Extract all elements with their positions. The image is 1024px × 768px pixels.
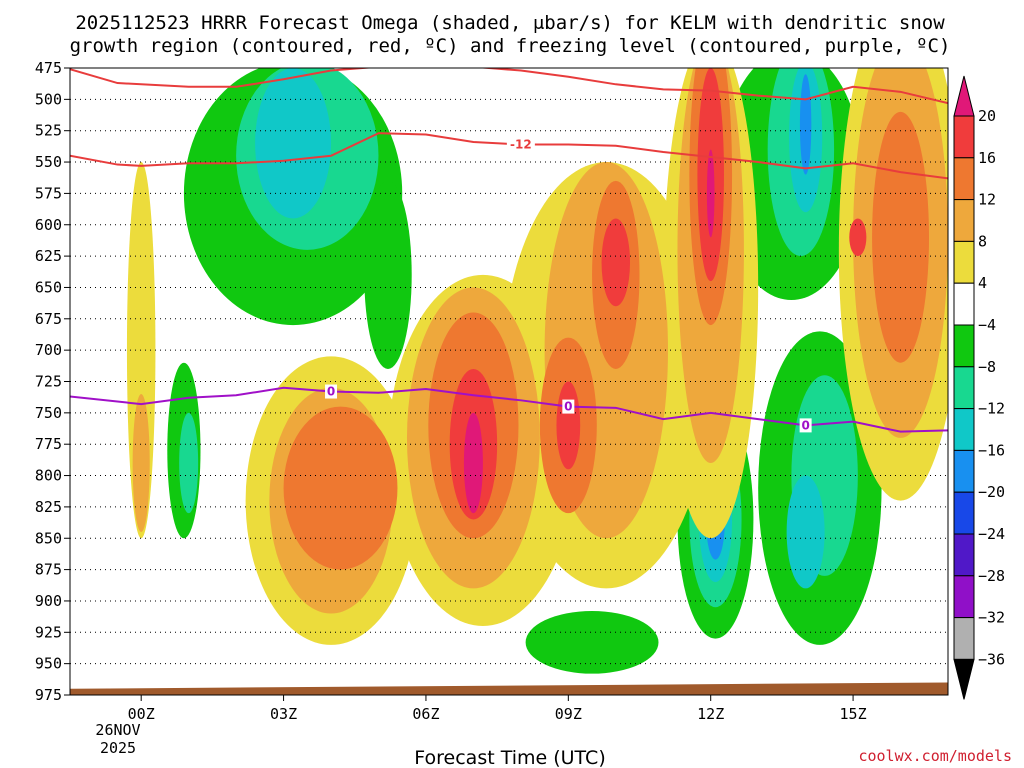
y-tick-label-775: 775 bbox=[35, 435, 62, 453]
y-tick-label-600: 600 bbox=[35, 216, 62, 234]
y-tick-label-550: 550 bbox=[35, 153, 62, 171]
colorbar: 20 16 12 8 4 −4 −8 −12 −16 −20 −24 −28 −32 −36 bbox=[953, 75, 1005, 700]
y-tick-label-475: 475 bbox=[35, 59, 62, 77]
chart-title-line-1: 2025112523 HRRR Forecast Omega (shaded, … bbox=[75, 12, 945, 34]
omega-region-39 bbox=[601, 218, 631, 307]
x-tick-label-00Z: 00Z bbox=[128, 705, 155, 723]
x-tick-label-15Z: 15Z bbox=[840, 705, 867, 723]
omega-region-25 bbox=[132, 394, 150, 532]
y-axis: 475 500 525 550 575 600 625 650 675 700 725 750 775 8… bbox=[35, 59, 70, 704]
colorbar-box-2 bbox=[953, 199, 975, 242]
date-label-year: 2025 bbox=[100, 739, 136, 757]
colorbar-box-0 bbox=[953, 115, 975, 159]
y-tick-label-925: 925 bbox=[35, 623, 62, 641]
omega-region-6 bbox=[525, 610, 659, 674]
colorbar-box-5 bbox=[953, 324, 975, 368]
colorbar-arrow-top bbox=[953, 75, 975, 117]
colorbar-box-7 bbox=[953, 408, 975, 451]
y-tick-label-850: 850 bbox=[35, 529, 62, 547]
colorbar-box-9 bbox=[953, 491, 975, 535]
x-axis-label: Forecast Time (UTC) bbox=[414, 747, 605, 768]
colorbar-box-12 bbox=[953, 617, 975, 660]
colorbar-box-8 bbox=[953, 449, 975, 493]
contour-line-1 bbox=[70, 132, 948, 180]
omega-region-11 bbox=[179, 412, 199, 514]
colorbar-label-1: 16 bbox=[978, 149, 996, 167]
omega-region-12 bbox=[255, 68, 332, 219]
credit-text: coolwx.com/models bbox=[858, 747, 1012, 765]
y-tick-label-525: 525 bbox=[35, 122, 62, 140]
contour-label-2: 0 bbox=[564, 400, 572, 414]
ground-strip bbox=[70, 682, 948, 695]
y-tick-label-825: 825 bbox=[35, 498, 62, 516]
x-tick-label-06Z: 06Z bbox=[412, 705, 439, 723]
contour-label-1: 0 bbox=[327, 385, 335, 399]
y-tick-label-975: 975 bbox=[35, 686, 62, 704]
contour-label-bg-0 bbox=[506, 137, 535, 152]
colorbar-label-10: −24 bbox=[978, 525, 1005, 543]
colorbar-label-8: −16 bbox=[978, 441, 1005, 459]
y-tick-label-675: 675 bbox=[35, 310, 62, 328]
y-tick-label-650: 650 bbox=[35, 278, 62, 296]
y-tick-label-725: 725 bbox=[35, 373, 62, 391]
colorbar-label-12: −32 bbox=[978, 609, 1005, 627]
y-tick-label-875: 875 bbox=[35, 561, 62, 579]
omega-region-31 bbox=[283, 406, 398, 570]
contour-label-bg-3 bbox=[799, 418, 812, 433]
contour-labels: -12 0 0 0 bbox=[325, 137, 812, 433]
chart-title-line-2: growth region (contoured, red, ºC) and f… bbox=[70, 35, 951, 57]
y-tick-label-575: 575 bbox=[35, 184, 62, 202]
colorbar-box-10 bbox=[953, 533, 975, 577]
colorbar-label-6: −8 bbox=[978, 358, 996, 376]
y-tick-label-750: 750 bbox=[35, 404, 62, 422]
colorbar-label-0: 20 bbox=[978, 107, 996, 125]
x-tick-label-12Z: 12Z bbox=[697, 705, 724, 723]
colorbar-box-3 bbox=[953, 240, 975, 284]
y-tick-label-950: 950 bbox=[35, 655, 62, 673]
colorbar-label-5: −4 bbox=[978, 316, 996, 334]
colorbar-label-2: 12 bbox=[978, 191, 996, 209]
colorbar-label-7: −12 bbox=[978, 400, 1005, 418]
x-tick-label-09Z: 09Z bbox=[555, 705, 582, 723]
colorbar-box-1 bbox=[953, 157, 975, 201]
x-axis: 00Z 03Z 06Z 09Z 12Z 15Z bbox=[128, 695, 867, 723]
contour-label-bg-2 bbox=[562, 399, 575, 414]
colorbar-box-4 bbox=[953, 282, 975, 326]
y-tick-label-700: 700 bbox=[35, 341, 62, 359]
y-tick-label-625: 625 bbox=[35, 247, 62, 265]
colorbar-label-13: −36 bbox=[978, 650, 1005, 668]
contour-label-0: -12 bbox=[510, 137, 532, 151]
colorbar-label-9: −20 bbox=[978, 483, 1005, 501]
omega-region-41 bbox=[849, 218, 867, 257]
omega-region-2 bbox=[364, 180, 412, 369]
x-tick-label-03Z: 03Z bbox=[270, 705, 297, 723]
y-tick-label-800: 800 bbox=[35, 467, 62, 485]
omega-region-36 bbox=[872, 111, 930, 363]
colorbar-label-11: −28 bbox=[978, 567, 1005, 585]
colorbar-label-4: 4 bbox=[978, 274, 987, 292]
omega-region-17 bbox=[799, 74, 812, 175]
contour-label-3: 0 bbox=[801, 418, 809, 432]
colorbar-arrow-bottom bbox=[953, 658, 975, 700]
omega-region-38 bbox=[556, 381, 581, 470]
ground bbox=[70, 682, 948, 695]
colorbar-label-3: 8 bbox=[978, 232, 987, 250]
colorbar-box-11 bbox=[953, 575, 975, 619]
contour-line-0 bbox=[70, 68, 948, 105]
y-tick-label-900: 900 bbox=[35, 592, 62, 610]
colorbar-box-6 bbox=[953, 366, 975, 410]
omega-region-15 bbox=[786, 475, 825, 589]
plot-area: -12 0 0 0 bbox=[70, 68, 948, 695]
omega-region-42 bbox=[463, 412, 483, 514]
date-label-day: 26NOV bbox=[95, 721, 140, 739]
y-tick-label-500: 500 bbox=[35, 90, 62, 108]
contour-label-bg-1 bbox=[325, 384, 338, 399]
